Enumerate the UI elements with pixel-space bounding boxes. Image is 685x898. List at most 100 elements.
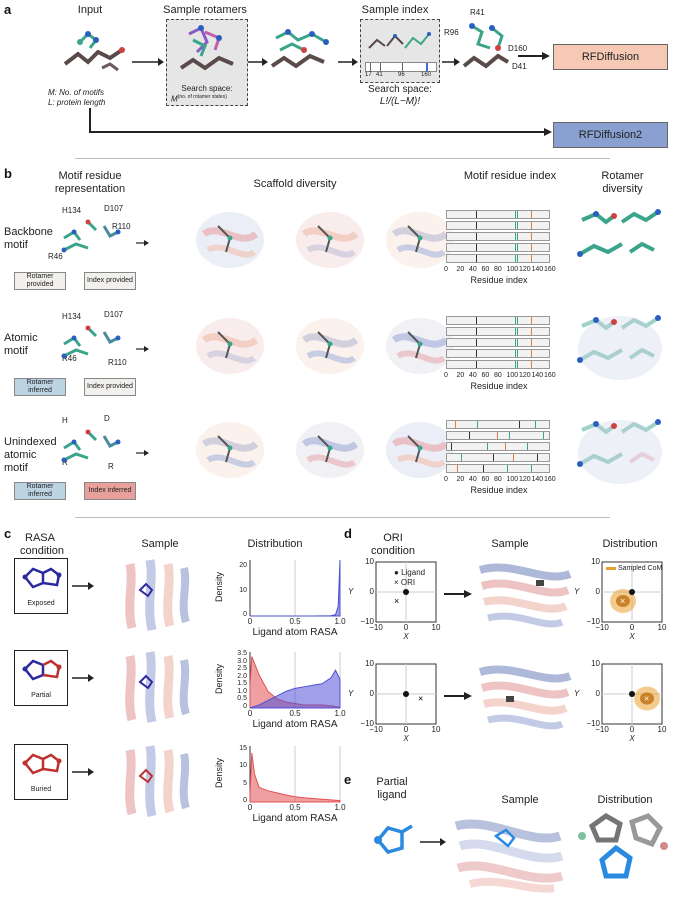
index-tag: Index provided [84, 378, 136, 396]
motif-index-mark [517, 233, 518, 240]
motif-index-mark [515, 244, 516, 251]
sampled-com-core [640, 692, 654, 705]
rotamer-tag: Rotamer inferred [14, 482, 66, 500]
arrow-a4 [442, 58, 460, 66]
y-tick-label: 10 [239, 762, 247, 769]
residue-label: D107 [104, 204, 124, 213]
header-distribution-d: Distribution [602, 538, 658, 550]
ori-point: × [418, 694, 423, 704]
residue-label: R110 [108, 358, 127, 367]
divider-a-b [75, 158, 610, 159]
ligand-structure-icon [22, 659, 62, 681]
residue-index-axis-label: Residue index [470, 381, 528, 391]
ori-point: × [620, 596, 625, 606]
motif-index-mark [476, 328, 477, 335]
header-rotamer-diversity: Rotamer diversity [601, 170, 644, 195]
ligand-point [629, 691, 635, 697]
y-axis-label: Density [214, 572, 224, 603]
residue-index-tick: 0 [444, 476, 448, 483]
residue-index-tick: 0 [444, 372, 448, 379]
motif-index-mark [515, 350, 516, 357]
x-tick-label: 0 [247, 709, 253, 718]
motif-index-mark [476, 244, 477, 251]
motif-index-mark [515, 222, 516, 229]
motif-index-mark [505, 443, 506, 450]
y-tick-label: 3.5 [237, 650, 247, 658]
motif-index-mark [517, 317, 518, 324]
residue-index-track [446, 464, 550, 473]
residue-index-axis-label: Residue index [470, 485, 528, 495]
row-label: Backbone motif [4, 226, 53, 251]
residue-index-ticks: 0 20 40 60 80 100 120 140 160 [444, 476, 556, 485]
x-tick-label: 0 [629, 623, 635, 632]
residue-index-track [446, 221, 550, 230]
index-search-space-label: Search space: [368, 84, 432, 95]
x-tick-label: −10 [595, 725, 609, 734]
header-distribution-e: Distribution [597, 794, 653, 806]
x-tick-label: −10 [369, 725, 383, 734]
ligand-structure-icon [22, 567, 62, 589]
residue-index-tick: 140 [531, 476, 544, 483]
row-label: Atomic motif [4, 332, 38, 357]
residue-index-tick: 120 [519, 372, 531, 379]
residue-label: D [104, 414, 110, 423]
rotamer-tag: Rotamer inferred [14, 378, 66, 396]
rotamer-tag: Rotamer provided [14, 272, 66, 290]
divider-b-cd [75, 517, 610, 518]
residue-index-tick: 20 [456, 372, 465, 379]
residue-index-tick: 60 [481, 266, 490, 273]
panel-c-letter: c [4, 526, 12, 541]
y-tick-label: 10 [591, 659, 600, 668]
rfdiffusion-box: RFDiffusion [553, 44, 668, 70]
motif-index-mark [476, 339, 477, 346]
row-label: Unindexed atomic motif [4, 436, 57, 474]
residue-index-tick: 40 [469, 266, 477, 273]
y-tick-label: 0.5 [237, 695, 247, 703]
partial-ligand-molecule [374, 824, 413, 854]
residue-index-tick: 140 [531, 266, 544, 273]
residue-index-tick: 140 [531, 372, 544, 379]
x-tick-label: 0 [247, 617, 253, 626]
index-tick: 17 [365, 72, 372, 78]
motif-index-mark [476, 255, 477, 262]
residue-label: R [108, 462, 114, 471]
y-tick-label: 5 [243, 779, 247, 787]
motif-index-mark [515, 255, 516, 262]
rasa-condition-label: Exposed [27, 600, 55, 607]
x-tick-label: 10 [431, 725, 441, 734]
motif-index-mark [493, 454, 494, 461]
residue-index-track [446, 431, 550, 440]
residue-index-track [446, 453, 550, 462]
motif-index-mark [455, 421, 456, 428]
panel-d-letter: d [344, 526, 352, 541]
x-tick-label: 0 [403, 623, 409, 632]
rotamer-diversity-graphic [577, 315, 662, 380]
ori-point: × [644, 694, 649, 704]
legend-ligand: ● Ligand [394, 568, 426, 577]
rasa-sample-protein [125, 651, 190, 724]
input-label: Input [77, 4, 103, 16]
row-arrow [444, 692, 472, 700]
ori-distribution-plot: × [601, 561, 663, 623]
index-search-space-formula: L!/(L−M)! [379, 96, 421, 107]
motif-index-mark [531, 350, 532, 357]
residue-label: R46 [62, 354, 77, 363]
residue-index-tick: 80 [494, 266, 502, 273]
residue-label: R46 [48, 252, 63, 261]
y-tick-label: 0 [243, 611, 247, 618]
y-tick-label: −10 [586, 617, 600, 626]
motif-index-mark [543, 432, 544, 439]
ori-sample-protein [478, 563, 572, 628]
x-axis-label: Ligand atom RASA [252, 813, 338, 824]
residue-label: R110 [112, 222, 131, 231]
motif-index-mark [477, 421, 478, 428]
ori-legend: ● Ligand × ORI [394, 568, 425, 588]
sample-index-box: 17 41 96 160 [360, 19, 440, 83]
residue-index-tick: 100 [506, 372, 519, 379]
y-tick-label: 0 [595, 587, 600, 596]
partial-ligand-distribution-overlay [578, 813, 668, 879]
motif-index-mark [515, 361, 516, 368]
residue-index-ticks: 0 20 40 60 80 100 120 140 160 [444, 372, 556, 381]
motif-index-mark [507, 465, 508, 472]
motif-index-mark [531, 255, 532, 262]
